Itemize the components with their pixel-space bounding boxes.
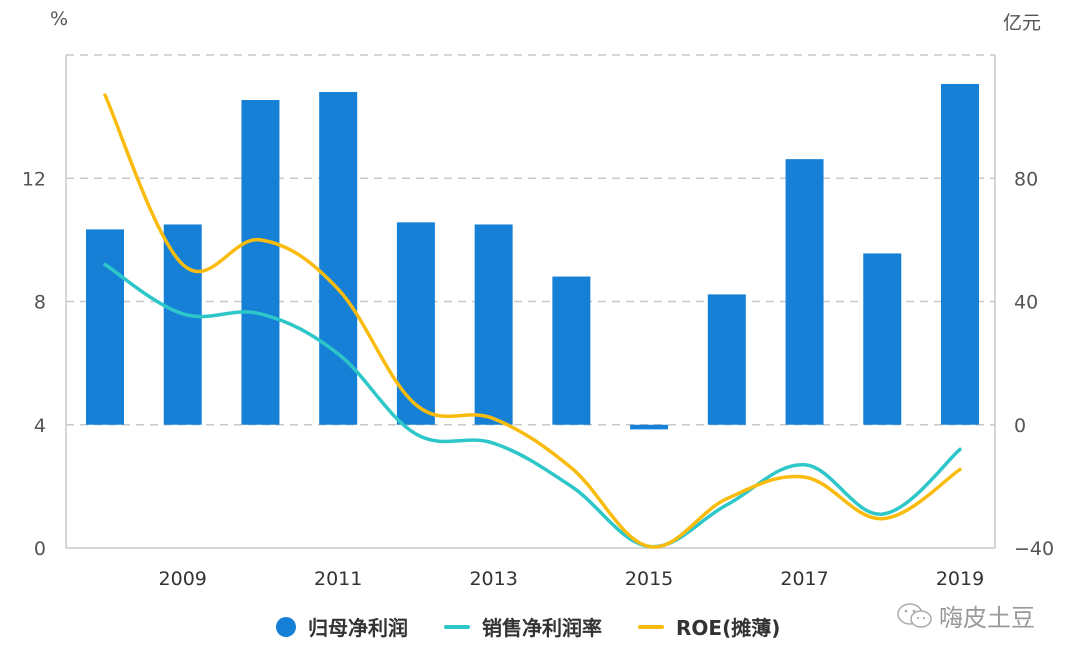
legend-label: 销售净利润率 — [482, 616, 602, 640]
left-tick-label: 4 — [34, 415, 46, 437]
combo-chart: 0 4 8 12 −40 0 40 80 2009 2011 2013 2015 2017 2019 — [22, 54, 1054, 590]
right-tick-label: 40 — [1014, 292, 1038, 314]
x-tick-label: 2017 — [780, 568, 828, 590]
line-series-销售净利润率 — [103, 262, 962, 549]
bar-2009 — [163, 224, 202, 425]
x-tick-label: 2011 — [314, 568, 362, 590]
x-tick-label: 2015 — [625, 568, 673, 590]
bar-2017 — [785, 159, 824, 425]
x-tick-label: 2019 — [936, 568, 984, 590]
left-axis-unit: % — [50, 8, 69, 30]
x-tick-label: 2013 — [469, 568, 517, 590]
legend-label: 归母净利润 — [308, 616, 408, 640]
bar-2008 — [86, 229, 124, 425]
right-tick-label: 80 — [1014, 168, 1038, 190]
right-tick-label: 0 — [1014, 415, 1026, 437]
left-tick-label: 8 — [34, 292, 46, 314]
bar-2010 — [241, 99, 280, 425]
bar-2012 — [396, 222, 435, 425]
watermark-text: 嗨皮土豆 — [939, 604, 1035, 632]
legend-item-roe[interactable]: ROE(摊薄) — [638, 612, 780, 641]
circle-marker-icon — [276, 616, 296, 637]
bar-2015 — [630, 424, 669, 430]
line-marker-icon — [638, 624, 664, 629]
legend-item-net-margin[interactable]: 销售净利润率 — [444, 612, 602, 641]
wechat-icon — [897, 602, 932, 628]
legend-item-net-profit[interactable]: 归母净利润 — [276, 612, 408, 641]
right-axis-unit: 亿元 — [1003, 12, 1042, 34]
bar-2013 — [474, 224, 513, 425]
left-tick-label: 0 — [34, 538, 46, 560]
line-marker-icon — [444, 624, 470, 629]
x-tick-label: 2009 — [159, 568, 207, 590]
left-tick-label: 12 — [22, 168, 46, 190]
right-tick-label: −40 — [1014, 538, 1054, 560]
watermark: 嗨皮土豆 — [895, 598, 1035, 633]
bar-2018 — [863, 253, 902, 425]
line-series-ROE(摊薄) — [103, 93, 962, 549]
bar-2016 — [707, 294, 746, 425]
legend-label: ROE(摊薄) — [676, 616, 781, 640]
legend: 归母净利润 销售净利润率 ROE(摊薄) — [276, 612, 816, 641]
bar-2019 — [941, 83, 979, 425]
bar-2014 — [552, 276, 591, 425]
bar-2011 — [319, 91, 358, 425]
